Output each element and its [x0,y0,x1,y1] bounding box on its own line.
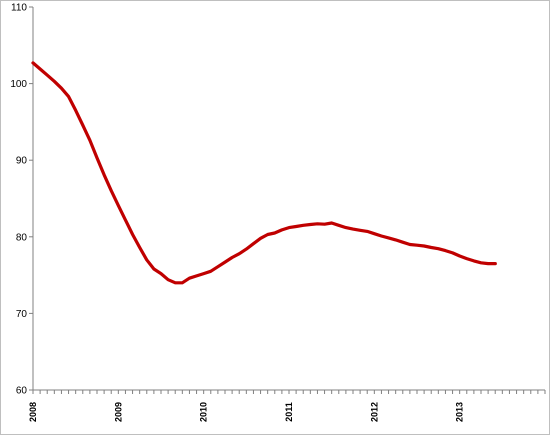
y-axis-ticks: 60 70 80 90 100 110 [10,3,33,397]
x-axis-ticks: 2008 2009 2010 2011 2012 2013 [28,390,546,422]
y-tick-label: 60 [16,386,28,397]
y-tick-label: 110 [11,3,27,14]
y-tick-label: 70 [16,309,28,320]
y-tick-label: 80 [16,232,28,243]
x-tick-label: 2010 [199,402,209,422]
x-tick-label: 2011 [284,402,294,422]
x-tick-label: 2008 [28,402,38,422]
x-tick-label: 2012 [369,402,379,422]
x-tick-label: 2009 [113,402,123,422]
y-tick-label: 100 [10,79,27,90]
series-group [31,61,497,285]
y-tick-label: 90 [16,156,28,167]
series-line [31,61,497,285]
axes [32,7,545,391]
x-tick-label: 2013 [455,402,465,422]
